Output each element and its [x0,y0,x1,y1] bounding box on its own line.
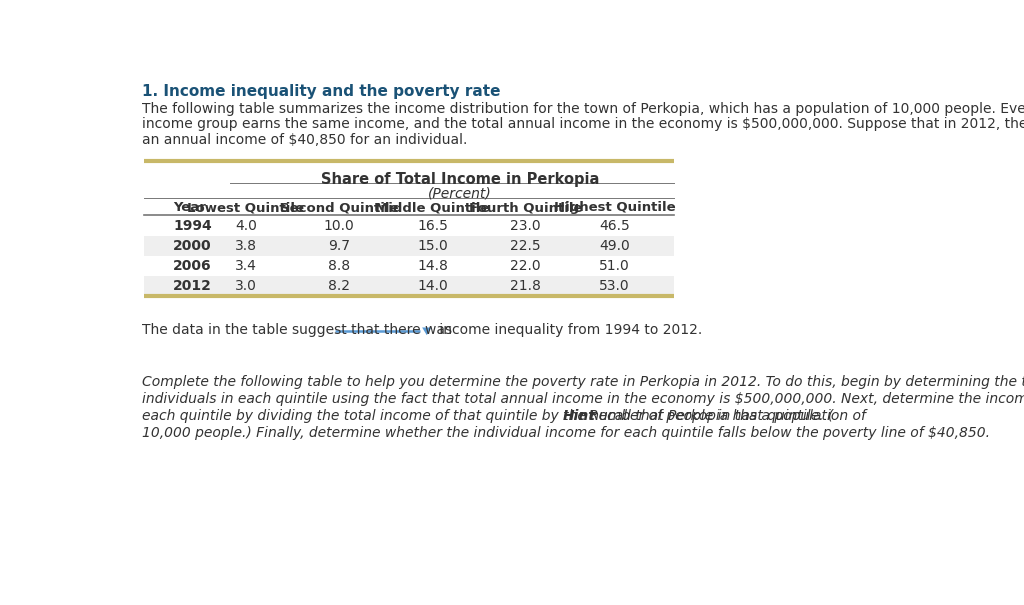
Text: Lowest Quintile: Lowest Quintile [187,201,304,214]
Text: 1. Income inequality and the poverty rate: 1. Income inequality and the poverty rat… [142,84,501,99]
Text: Year: Year [173,201,206,214]
Text: 51.0: 51.0 [599,259,630,273]
Text: : Recall that Perkopia has a population of: : Recall that Perkopia has a population … [581,409,866,423]
Text: 46.5: 46.5 [599,219,630,233]
Text: income inequality from 1994 to 2012.: income inequality from 1994 to 2012. [434,323,701,337]
Text: 9.7: 9.7 [328,239,350,253]
Text: 3.4: 3.4 [234,259,257,273]
Text: 14.8: 14.8 [417,259,449,273]
Text: Complete the following table to help you determine the poverty rate in Perkopia : Complete the following table to help you… [142,375,1024,389]
Text: Middle Quintile: Middle Quintile [376,201,489,214]
Bar [143,216,675,236]
Text: 10.0: 10.0 [324,219,354,233]
Text: 8.2: 8.2 [328,279,350,293]
Text: individuals in each quintile using the fact that total annual income in the econ: individuals in each quintile using the f… [142,392,1024,406]
Text: Fourth Quintile: Fourth Quintile [469,201,583,214]
Text: 15.0: 15.0 [417,239,447,253]
Text: The following table summarizes the income distribution for the town of Perkopia,: The following table summarizes the incom… [142,102,1024,116]
Text: 21.8: 21.8 [510,279,541,293]
Text: 2012: 2012 [173,279,212,293]
Bar [143,256,675,276]
Text: Second Quintile: Second Quintile [280,201,398,214]
Text: 3.8: 3.8 [234,239,257,253]
Text: income group earns the same income, and the total annual income in the economy i: income group earns the same income, and … [142,117,1024,131]
Text: 8.8: 8.8 [328,259,350,273]
Text: 14.0: 14.0 [417,279,447,293]
Text: 22.0: 22.0 [510,259,541,273]
Text: The data in the table suggest that there was: The data in the table suggest that there… [142,323,452,337]
Polygon shape [422,327,431,335]
Text: Highest Quintile: Highest Quintile [554,201,676,214]
Text: 22.5: 22.5 [510,239,541,253]
Bar [143,236,675,256]
Text: 49.0: 49.0 [599,239,630,253]
Text: (Percent): (Percent) [428,186,492,201]
Text: 10,000 people.) Finally, determine whether the individual income for each quinti: 10,000 people.) Finally, determine wheth… [142,426,990,440]
Text: each quintile by dividing the total income of that quintile by the number of peo: each quintile by dividing the total inco… [142,409,834,423]
Text: 1994: 1994 [173,219,212,233]
Text: an annual income of $40,850 for an individual.: an annual income of $40,850 for an indiv… [142,132,467,146]
Text: 4.0: 4.0 [234,219,257,233]
Text: 2000: 2000 [173,239,212,253]
Text: 3.0: 3.0 [234,279,257,293]
Text: Share of Total Income in Perkopia: Share of Total Income in Perkopia [321,172,599,187]
Text: 23.0: 23.0 [510,219,541,233]
Bar [143,276,675,296]
Text: 2006: 2006 [173,259,212,273]
Text: 16.5: 16.5 [417,219,449,233]
Text: Hint: Hint [562,409,596,423]
Text: 53.0: 53.0 [599,279,630,293]
